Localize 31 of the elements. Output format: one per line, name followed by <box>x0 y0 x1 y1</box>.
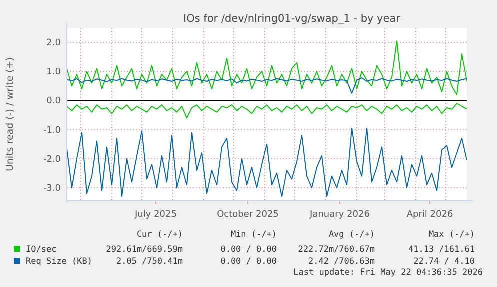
y-tick-label: 2.0 <box>46 38 62 49</box>
text: 292.61m/669.59m <box>106 245 183 255</box>
x-tick-label: October 2025 <box>217 210 279 220</box>
line-series <box>67 40 467 96</box>
text: 2.05 /750.41m <box>116 257 183 267</box>
line-series <box>67 103 467 119</box>
y-tick-label: -2.0 <box>43 154 62 165</box>
text: Last update: Fri May 22 04:36:35 2026 <box>294 268 483 278</box>
y-tick-label: -3.0 <box>43 184 62 194</box>
text: 41.13 /161.61 <box>408 245 475 255</box>
text: 222.72m/760.67m <box>298 245 375 255</box>
y-tick-label: -1.0 <box>43 126 62 136</box>
text: 2.42 /706.63m <box>308 257 375 267</box>
chart-title: IOs for /dev/nlring01-vg/swap_1 - by year <box>184 13 402 25</box>
legend-label: IO/sec <box>26 245 57 255</box>
y-axis-title: Units read (-) / write (+) <box>5 57 16 172</box>
text: 0.00 / 0.00 <box>220 245 277 255</box>
text: Min (-/+) <box>230 230 277 240</box>
text: 0.00 / 0.00 <box>220 257 277 267</box>
y-tick-label: 0.0 <box>46 96 62 107</box>
text: Cur (-/+) <box>136 230 183 240</box>
x-tick-label: January 2026 <box>309 210 370 220</box>
x-tick-label: April 2026 <box>406 210 454 220</box>
text: Max (-/+) <box>428 230 475 240</box>
text: 22.74 / 4.10 <box>414 257 475 267</box>
x-tick-label: July 2025 <box>134 210 177 220</box>
y-tick-label: 1.0 <box>46 68 62 78</box>
legend-label: Req Size (KB) <box>26 257 93 267</box>
line-series <box>67 78 467 94</box>
text: Avg (-/+) <box>328 230 375 240</box>
line-series <box>67 128 467 198</box>
